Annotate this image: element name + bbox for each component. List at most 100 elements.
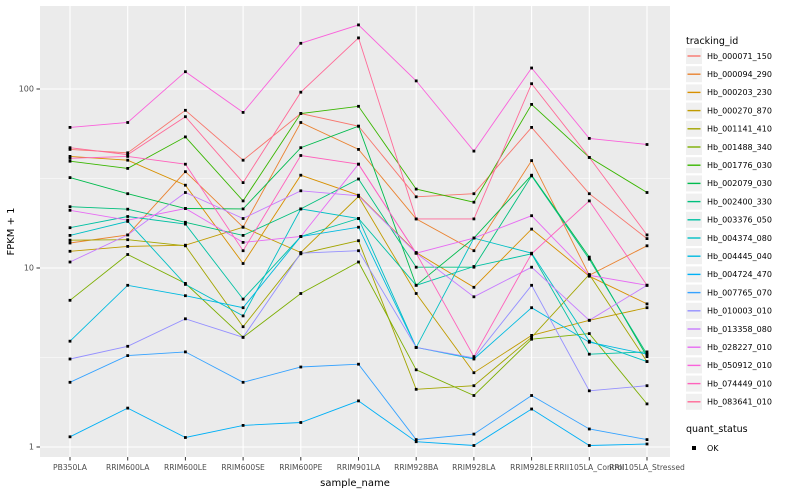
data-point — [299, 112, 303, 115]
plot-panel — [40, 6, 670, 457]
data-point — [472, 384, 476, 388]
data-point — [357, 249, 360, 253]
legend-item-label: Hb_000203_230 — [707, 88, 772, 97]
data-point — [126, 153, 130, 156]
data-point — [68, 339, 72, 343]
data-point — [184, 350, 187, 354]
data-point — [530, 214, 533, 218]
data-point — [530, 252, 533, 256]
data-point — [414, 292, 418, 295]
data-point — [472, 394, 476, 397]
x-tick-label: RRIM901LA — [337, 463, 381, 472]
data-point — [357, 225, 360, 229]
data-point — [184, 191, 187, 194]
data-point — [530, 283, 533, 287]
legend-item-label: Hb_013358_080 — [707, 325, 772, 334]
data-point — [414, 440, 418, 444]
data-point — [241, 217, 245, 220]
data-point — [241, 297, 245, 301]
data-point — [357, 177, 360, 181]
data-point — [414, 195, 418, 199]
data-point — [68, 380, 72, 384]
data-point — [472, 217, 476, 221]
data-point — [184, 222, 187, 226]
data-point — [126, 253, 130, 256]
data-point — [587, 255, 591, 259]
data-point — [357, 260, 360, 264]
data-point — [299, 207, 303, 211]
data-point — [68, 226, 72, 230]
x-tick-label: RRIM928BA — [394, 463, 439, 472]
data-point — [184, 183, 187, 187]
data-point — [530, 103, 533, 106]
data-point — [126, 406, 130, 410]
data-point — [126, 158, 130, 162]
data-point — [184, 283, 187, 286]
data-point — [126, 207, 130, 211]
data-point — [68, 176, 72, 179]
data-point — [357, 399, 360, 403]
data-point — [184, 162, 187, 166]
y-tick-label: 100 — [19, 85, 34, 94]
data-point — [472, 371, 476, 375]
data-point — [184, 170, 187, 174]
data-point — [587, 273, 591, 277]
x-tick-label: RRIM600LE — [164, 463, 207, 472]
data-point — [299, 189, 303, 193]
data-point — [357, 194, 360, 198]
x-tick-label: PB350LA — [53, 463, 88, 472]
data-point — [645, 350, 649, 354]
data-point — [126, 151, 130, 155]
data-point — [299, 235, 303, 238]
data-point — [357, 162, 360, 166]
data-point — [126, 192, 130, 196]
x-tick-label: RRIM928LE — [510, 463, 553, 472]
data-point — [472, 355, 476, 358]
data-point — [414, 387, 418, 391]
data-point — [530, 174, 533, 178]
legend-item-label: Hb_004445_040 — [707, 252, 772, 261]
data-point — [184, 317, 187, 321]
data-point — [530, 394, 533, 397]
data-point — [414, 79, 418, 83]
data-point — [414, 283, 418, 287]
data-point — [530, 407, 533, 411]
data-point — [126, 283, 130, 287]
data-point — [68, 156, 72, 160]
data-point — [184, 244, 187, 248]
y-axis-title: FPKM + 1 — [6, 207, 17, 255]
legend-item-label: Hb_050912_010 — [707, 361, 772, 370]
data-point — [530, 159, 533, 162]
data-point — [587, 156, 591, 159]
data-point — [530, 126, 533, 129]
data-point — [530, 306, 533, 310]
data-point — [587, 137, 591, 140]
data-point — [645, 237, 649, 240]
data-point — [241, 241, 245, 244]
data-point — [472, 236, 476, 240]
data-point — [241, 335, 245, 339]
data-point — [472, 149, 476, 153]
data-point — [241, 207, 245, 211]
data-point — [184, 294, 187, 298]
legend-item-label: Hb_007765_070 — [707, 288, 772, 297]
x-tick-label: RRII105LA_Control — [554, 463, 624, 472]
legend-item-label: Hb_002400_330 — [707, 197, 772, 206]
data-point — [126, 215, 130, 218]
legend2-key-point — [692, 446, 696, 450]
data-point — [587, 352, 591, 356]
data-point — [241, 225, 245, 229]
data-point — [299, 292, 303, 295]
data-point — [645, 438, 649, 441]
legend-item-label: Hb_004724_470 — [707, 270, 772, 279]
data-point — [68, 208, 72, 212]
data-point — [472, 200, 476, 204]
data-point — [414, 368, 418, 372]
data-point — [299, 251, 303, 255]
data-point — [645, 352, 649, 356]
data-point — [68, 205, 72, 209]
data-point — [587, 389, 591, 393]
legend-item-label: Hb_001776_030 — [707, 161, 772, 170]
data-point — [68, 148, 72, 151]
data-point — [472, 444, 476, 447]
